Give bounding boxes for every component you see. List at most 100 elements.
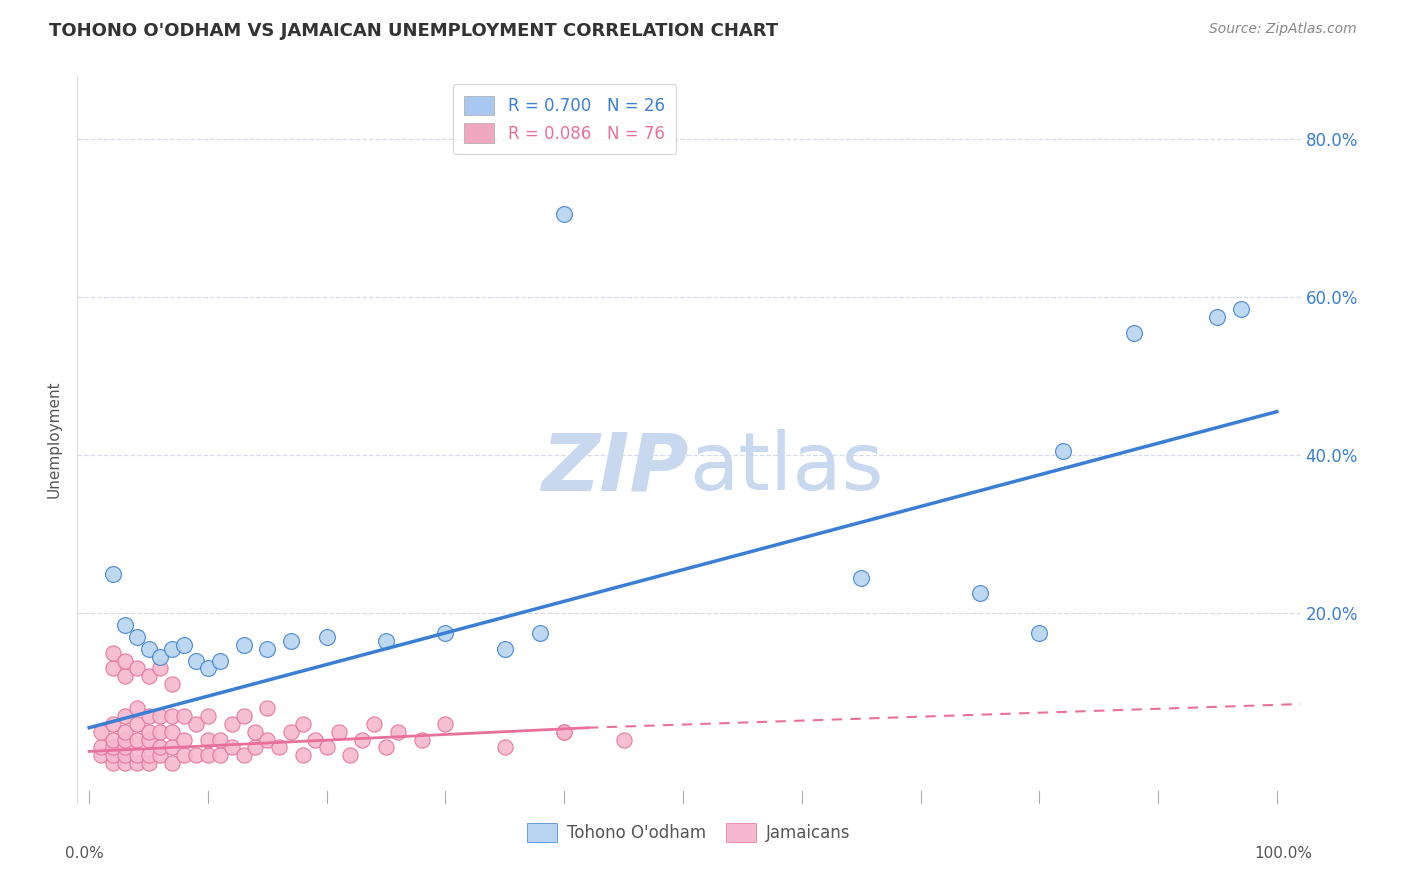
- Point: [849, 571, 872, 585]
- Point: [101, 748, 124, 763]
- Point: [339, 748, 361, 763]
- Point: [114, 732, 136, 747]
- Point: [162, 724, 184, 739]
- Point: [304, 732, 326, 747]
- Point: [162, 756, 184, 771]
- Point: [114, 709, 136, 723]
- Point: [184, 748, 207, 763]
- Point: [184, 716, 207, 731]
- Point: [375, 633, 398, 648]
- Point: [125, 630, 148, 644]
- Point: [90, 748, 112, 763]
- Text: atlas: atlas: [689, 429, 883, 508]
- Point: [352, 732, 374, 747]
- Point: [232, 709, 254, 723]
- Point: [613, 732, 636, 747]
- Point: [328, 724, 350, 739]
- Point: [173, 638, 195, 652]
- Point: [1230, 301, 1253, 316]
- Point: [256, 701, 278, 715]
- Point: [162, 641, 184, 656]
- Point: [232, 638, 254, 652]
- Point: [149, 661, 172, 675]
- Point: [494, 740, 516, 755]
- Point: [1206, 310, 1229, 324]
- Point: [101, 716, 124, 731]
- Point: [494, 641, 516, 656]
- Point: [969, 586, 991, 600]
- Point: [125, 732, 148, 747]
- Point: [256, 641, 278, 656]
- Point: [553, 724, 575, 739]
- Point: [208, 748, 231, 763]
- Point: [553, 207, 575, 221]
- Point: [125, 716, 148, 731]
- Point: [315, 740, 337, 755]
- Point: [184, 654, 207, 668]
- Point: [363, 716, 385, 731]
- Point: [101, 661, 124, 675]
- Point: [221, 740, 243, 755]
- Point: [162, 677, 184, 691]
- Point: [138, 709, 160, 723]
- Point: [138, 641, 160, 656]
- Point: [90, 724, 112, 739]
- Text: 0.0%: 0.0%: [65, 847, 104, 862]
- Point: [232, 748, 254, 763]
- Point: [101, 756, 124, 771]
- Point: [114, 740, 136, 755]
- Point: [387, 724, 409, 739]
- Point: [315, 630, 337, 644]
- Point: [208, 732, 231, 747]
- Point: [101, 646, 124, 660]
- Point: [138, 756, 160, 771]
- Point: [291, 716, 314, 731]
- Point: [125, 748, 148, 763]
- Point: [149, 709, 172, 723]
- Point: [434, 716, 457, 731]
- Point: [197, 661, 219, 675]
- Point: [114, 724, 136, 739]
- Point: [149, 724, 172, 739]
- Text: 100.0%: 100.0%: [1254, 847, 1313, 862]
- Point: [149, 748, 172, 763]
- Point: [197, 732, 219, 747]
- Point: [1028, 626, 1050, 640]
- Point: [138, 748, 160, 763]
- Text: Source: ZipAtlas.com: Source: ZipAtlas.com: [1209, 22, 1357, 37]
- Point: [173, 709, 195, 723]
- Point: [125, 756, 148, 771]
- Point: [269, 740, 291, 755]
- Point: [101, 566, 124, 581]
- Point: [90, 740, 112, 755]
- Point: [375, 740, 398, 755]
- Point: [114, 748, 136, 763]
- Point: [101, 740, 124, 755]
- Point: [149, 740, 172, 755]
- Point: [125, 661, 148, 675]
- Point: [434, 626, 457, 640]
- Point: [208, 654, 231, 668]
- Point: [256, 732, 278, 747]
- Point: [114, 669, 136, 683]
- Point: [1123, 326, 1146, 340]
- Point: [173, 732, 195, 747]
- Point: [125, 701, 148, 715]
- Point: [101, 732, 124, 747]
- Text: TOHONO O'ODHAM VS JAMAICAN UNEMPLOYMENT CORRELATION CHART: TOHONO O'ODHAM VS JAMAICAN UNEMPLOYMENT …: [49, 22, 779, 40]
- Point: [280, 633, 302, 648]
- Legend: Tohono O'odham, Jamaicans: Tohono O'odham, Jamaicans: [520, 816, 858, 849]
- Point: [162, 709, 184, 723]
- Point: [197, 748, 219, 763]
- Point: [114, 756, 136, 771]
- Point: [221, 716, 243, 731]
- Point: [138, 732, 160, 747]
- Point: [291, 748, 314, 763]
- Text: ZIP: ZIP: [541, 429, 689, 508]
- Point: [114, 654, 136, 668]
- Point: [1052, 444, 1074, 458]
- Point: [173, 748, 195, 763]
- Point: [197, 709, 219, 723]
- Point: [553, 724, 575, 739]
- Y-axis label: Unemployment: Unemployment: [46, 381, 62, 498]
